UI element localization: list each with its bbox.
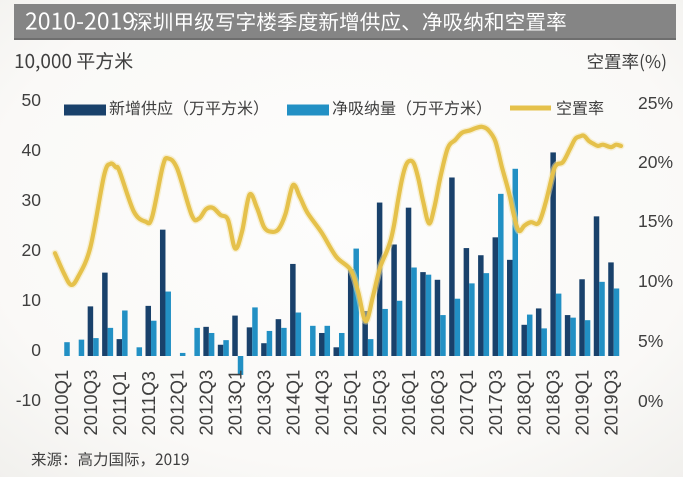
svg-text:2011Q1: 2011Q1	[109, 371, 130, 435]
svg-text:2019Q3: 2019Q3	[601, 370, 622, 436]
svg-text:-10: -10	[16, 390, 42, 410]
svg-text:2016Q3: 2016Q3	[427, 370, 448, 436]
svg-text:30: 30	[22, 190, 42, 210]
svg-text:2011Q3: 2011Q3	[138, 371, 159, 435]
svg-text:2017Q1: 2017Q1	[456, 370, 477, 436]
svg-text:2010Q3: 2010Q3	[80, 370, 101, 436]
svg-text:2016Q1: 2016Q1	[398, 370, 419, 436]
svg-text:5%: 5%	[638, 331, 663, 351]
svg-text:15%: 15%	[638, 211, 673, 231]
svg-text:2014Q1: 2014Q1	[282, 370, 303, 436]
svg-text:10%: 10%	[638, 271, 673, 291]
svg-text:2010Q1: 2010Q1	[51, 370, 72, 436]
svg-text:2012Q3: 2012Q3	[196, 370, 217, 436]
svg-text:2019Q1: 2019Q1	[572, 370, 593, 436]
svg-text:10: 10	[22, 290, 42, 310]
svg-text:2015Q3: 2015Q3	[369, 370, 390, 436]
svg-text:20: 20	[22, 240, 42, 260]
svg-text:40: 40	[22, 140, 42, 160]
svg-text:2014Q3: 2014Q3	[311, 370, 332, 436]
svg-text:2017Q3: 2017Q3	[485, 370, 506, 436]
svg-text:50: 50	[22, 90, 42, 110]
svg-text:2018Q1: 2018Q1	[514, 370, 535, 436]
svg-text:0: 0	[31, 340, 41, 360]
svg-text:2012Q1: 2012Q1	[167, 370, 188, 436]
svg-text:2013Q3: 2013Q3	[253, 370, 274, 436]
svg-text:0%: 0%	[638, 391, 663, 411]
svg-text:2013Q1: 2013Q1	[225, 370, 246, 436]
svg-text:2018Q3: 2018Q3	[543, 370, 564, 436]
svg-text:2015Q1: 2015Q1	[340, 370, 361, 436]
svg-text:20%: 20%	[638, 152, 673, 172]
svg-text:25%: 25%	[638, 93, 673, 113]
